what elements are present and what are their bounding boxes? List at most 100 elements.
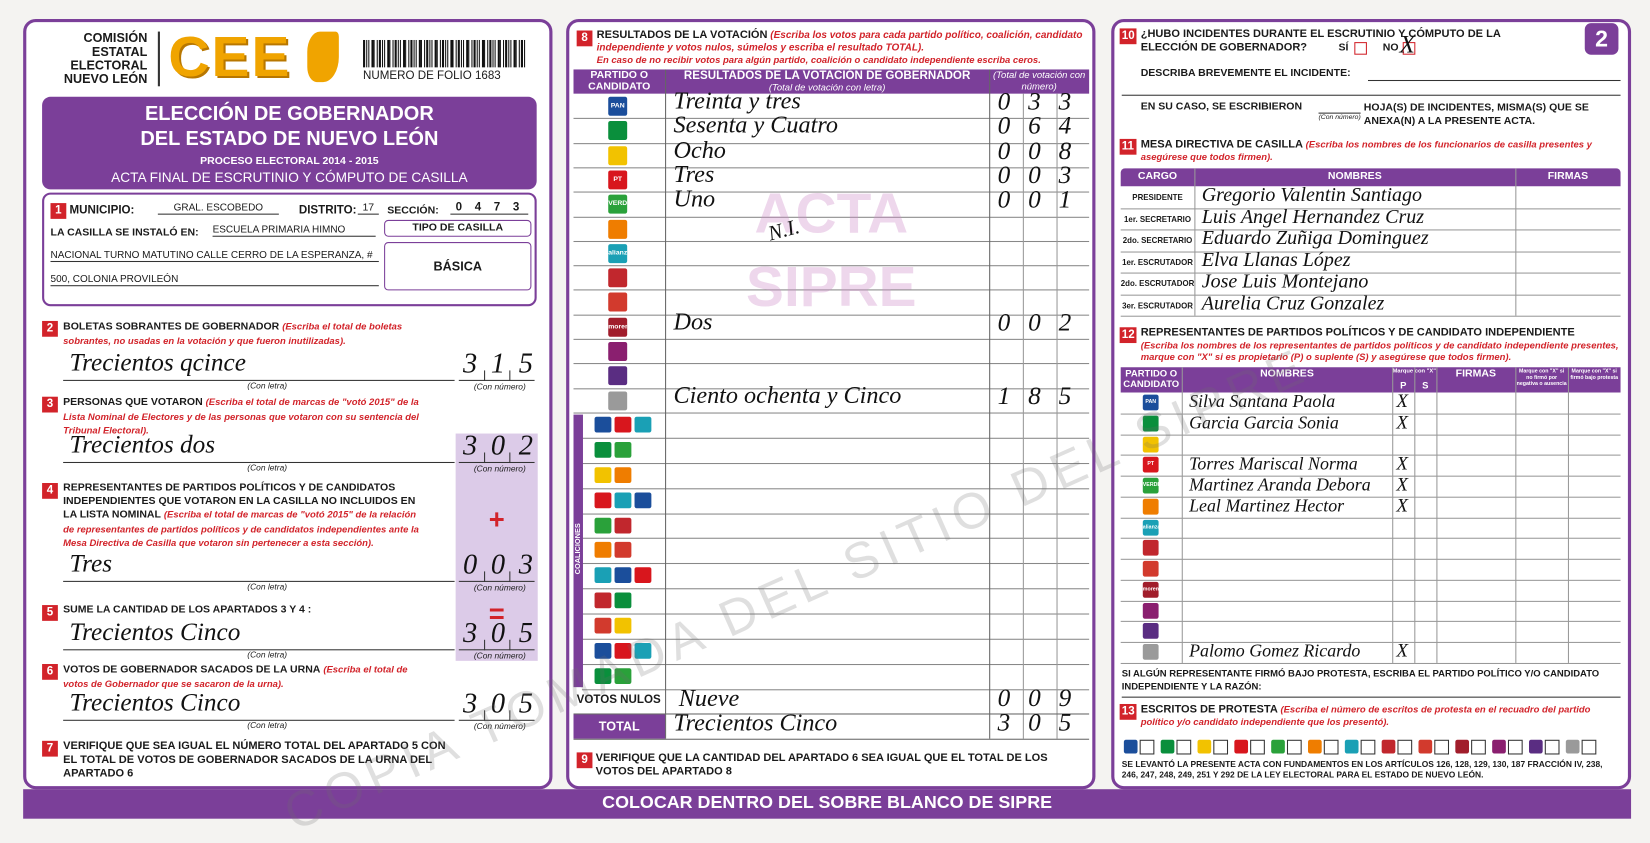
rule-line	[157, 31, 160, 87]
party-logo: PAN	[608, 96, 628, 116]
rule-line	[1120, 538, 1621, 540]
rule-line	[63, 461, 455, 464]
barcode-bar	[447, 39, 449, 68]
note: (Escriba el total de votos de Gobernador…	[63, 664, 408, 689]
rule-line	[573, 713, 1090, 715]
section-number: 11	[1119, 138, 1137, 155]
protest-count-box	[1434, 739, 1450, 755]
protest-count-box	[1250, 739, 1265, 755]
rule-line	[1120, 434, 1621, 436]
barcode-bar	[376, 39, 378, 68]
barcode-bar	[413, 39, 415, 68]
coalition-label: COALICIONES	[574, 523, 582, 575]
section-heading: SUME LA CANTIDAD DE LOS APARTADOS 3 Y 4 …	[63, 604, 426, 617]
rule-line	[458, 649, 535, 651]
party-logo	[1142, 561, 1159, 577]
barcode-bar	[423, 39, 425, 68]
barcode-bar	[449, 39, 452, 68]
rule-line	[581, 437, 1090, 439]
rule-line	[573, 265, 1090, 267]
party-logo: VERDE	[1142, 477, 1159, 494]
folio: NUMERO DE FOLIO 1683	[363, 69, 501, 83]
coalition-logo	[594, 643, 612, 659]
barcode-bar	[405, 39, 407, 68]
protest-logo	[1381, 739, 1396, 754]
coalition-logo	[614, 668, 632, 685]
barcode-bar	[434, 39, 437, 68]
col-header: NOMBRES	[1260, 368, 1314, 380]
label: SECCIÓN:	[387, 205, 439, 217]
representative-name: Silva Santana Paola	[1189, 391, 1336, 412]
coalition-logo	[614, 643, 632, 659]
section-number: 4	[42, 483, 58, 499]
rule-line	[581, 513, 1090, 515]
role: 3er. ESCRUTADOR	[1122, 300, 1193, 310]
barcode-bar	[452, 39, 454, 68]
heading: ESCRITOS DE PROTESTA	[1140, 702, 1278, 716]
hint: (Con número)	[473, 381, 526, 392]
party-logo	[608, 219, 628, 239]
written-votes: Ciento ochenta y Cinco	[673, 381, 902, 408]
section-heading: REPRESENTANTES DE PARTIDOS POLÍTICOS Y D…	[63, 482, 426, 551]
section-number: 9	[576, 752, 593, 769]
rule-line	[573, 363, 1090, 365]
rule-line	[1120, 579, 1621, 581]
barcode-bar	[394, 39, 397, 68]
rule-line	[1120, 517, 1621, 519]
representative-mark: X	[1396, 473, 1408, 495]
label: DESCRIBA BREVEMENTE EL INCIDENTE:	[1140, 67, 1351, 79]
footer-text: COLOCAR DENTRO DEL SOBRE BLANCO DE SIPRE	[602, 792, 1053, 813]
written-number: 305	[463, 616, 547, 649]
banner-title: DEL ESTADO DE NUEVO LEÓN	[140, 128, 439, 151]
tipo-value: BÁSICA	[384, 242, 532, 291]
hint: (Con letra)	[247, 720, 288, 731]
party-logo	[1142, 436, 1159, 452]
rule-line	[1194, 168, 1196, 316]
hint: (Con número)	[473, 464, 526, 474]
heading: RESULTADOS DE LA VOTACIÓN	[596, 28, 768, 42]
barcode-bar	[491, 39, 494, 68]
label: HOJA(S) DE INCIDENTES, MISMA(S) QUE SE A…	[1363, 102, 1589, 128]
col-header: PARTIDO O CANDIDATO	[588, 69, 651, 93]
section-number: 10	[1119, 28, 1137, 45]
rule-line	[581, 664, 1090, 666]
logo: CEE	[168, 25, 292, 89]
barcode-bar	[507, 39, 509, 68]
written-number: 315	[463, 347, 547, 379]
barcode-bar	[520, 39, 523, 68]
sum-sign: +	[488, 502, 505, 535]
section-number: 6	[42, 664, 58, 680]
party-logo	[1142, 540, 1159, 557]
party-logo: PT	[608, 170, 628, 190]
org-name: ESTATAL	[91, 44, 148, 59]
barcode-bar	[468, 39, 470, 68]
rule-line	[1367, 79, 1621, 82]
rule-line	[1120, 315, 1621, 317]
protest-logo	[1528, 739, 1543, 754]
rule-line	[1414, 367, 1416, 663]
barcode-bar	[391, 39, 394, 68]
written-amount: Tres	[69, 550, 113, 578]
coalition-logo	[594, 517, 612, 534]
barcode-bar	[428, 39, 430, 68]
field-value: 0473	[450, 201, 529, 215]
barcode-bar	[431, 39, 433, 68]
footer-band	[23, 789, 1632, 819]
official-name: Elva Llanas López	[1201, 248, 1351, 271]
option: SÍ	[1338, 42, 1349, 54]
coalition-logo	[614, 416, 632, 433]
section-heading: RESULTADOS DE LA VOTACIÓN (Escriba los v…	[597, 28, 1086, 54]
party-logo	[1142, 644, 1159, 661]
barcode-bar	[426, 39, 429, 68]
rule-line	[1392, 367, 1394, 663]
representative-mark: X	[1396, 640, 1408, 662]
rule-line	[1120, 496, 1621, 498]
heading: MESA DIRECTIVA DE CASILLA	[1140, 137, 1303, 151]
number-votes: 064	[997, 112, 1090, 141]
address-line: NACIONAL TURNO MATUTINO CALLE CERRO DE L…	[50, 249, 379, 263]
party-logo	[608, 366, 628, 386]
barcode-bar	[378, 39, 381, 68]
section-text: VERIFIQUE QUE SEA IGUAL EL NÚMERO TOTAL …	[63, 739, 446, 780]
written-amount: Trecientos Cinco	[69, 689, 241, 717]
rule-line	[1120, 600, 1621, 602]
